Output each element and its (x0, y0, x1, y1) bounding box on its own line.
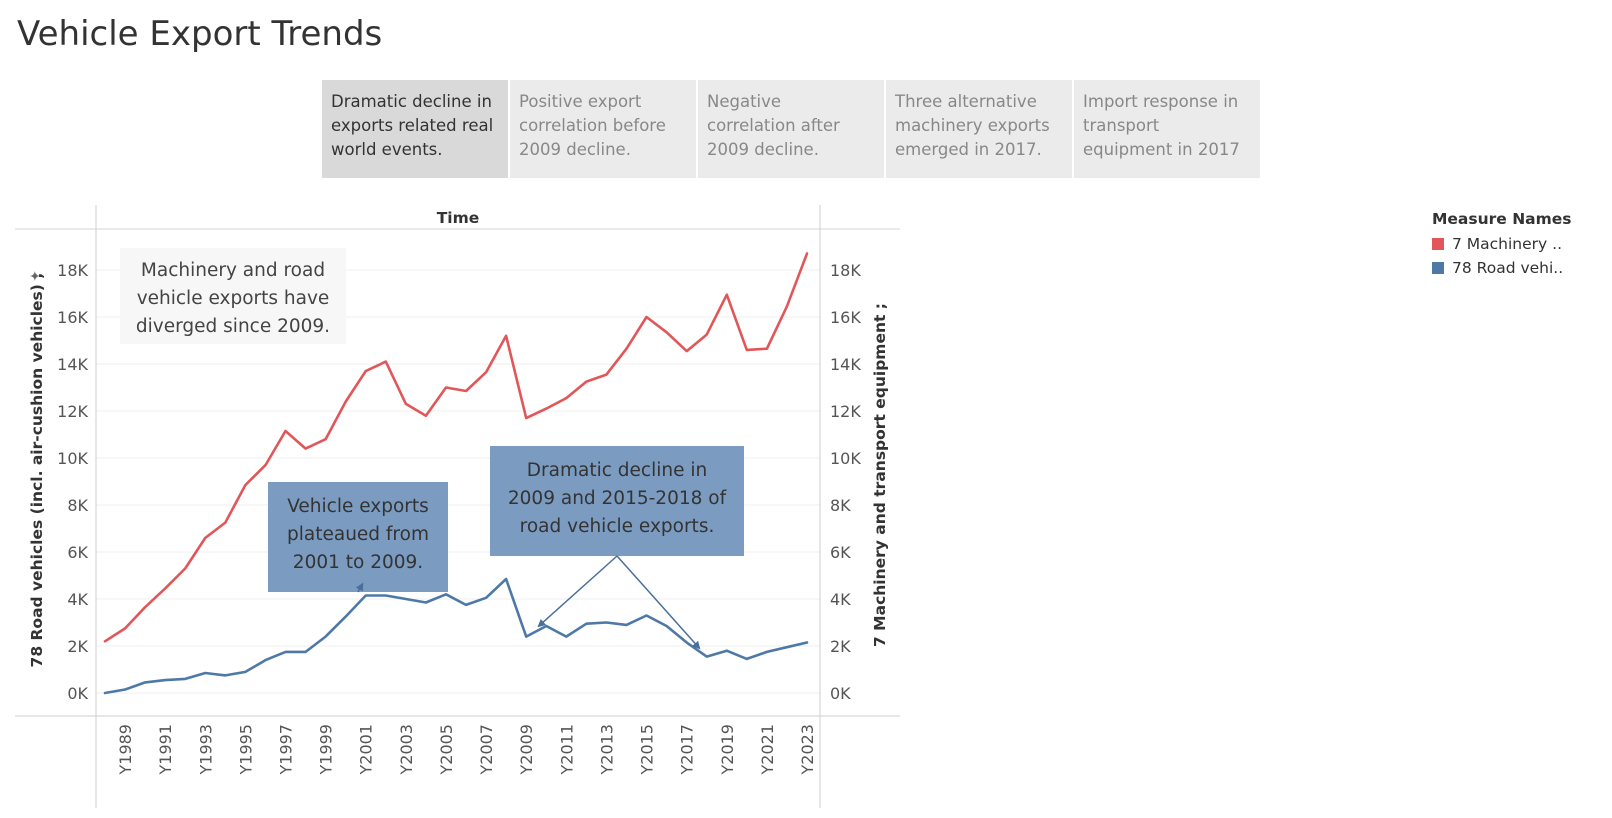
story-point-5[interactable]: Import response in transport equipment i… (1074, 80, 1260, 178)
x-tick-label: Y2009 (517, 724, 536, 776)
legend-item-road-vehicles[interactable]: 78 Road vehi.. (1432, 256, 1572, 280)
y-tick-label-left: 4K (67, 590, 88, 609)
y-axis-title-left: 78 Road vehicles (incl. air-cushion vehi… (28, 273, 46, 668)
legend-title: Measure Names (1432, 210, 1572, 228)
story-point-2-line-2: correlation before (519, 116, 666, 135)
legend-item-machinery[interactable]: 7 Machinery .. (1432, 232, 1572, 256)
annotation-divergence-text: Machinery and road (141, 260, 325, 281)
story-point-3-line-2: correlation after (707, 116, 840, 135)
y-tick-label-left: 0K (67, 684, 88, 703)
legend: Measure Names 7 Machinery .. 78 Road veh… (1432, 210, 1572, 280)
story-point-4-line-2: machinery exports (895, 116, 1050, 135)
story-point-5-line-1: Import response in (1083, 92, 1239, 111)
y-axis-title-right: 7 Machinery and transport equipment ; (871, 303, 889, 647)
y-tick-label-left: 6K (67, 543, 88, 562)
chart-title: Time (437, 209, 480, 227)
y-tick-label-right: 14K (830, 355, 861, 374)
x-tick-label: Y2013 (597, 724, 616, 776)
series-line-machinery (103, 252, 809, 643)
y-tick-label-left: 10K (57, 449, 88, 468)
series-line-road-vehicles (103, 577, 809, 695)
x-tick-label: Y1997 (277, 724, 296, 776)
story-point-2[interactable]: Positive export correlation before 2009 … (510, 80, 696, 178)
story-point-1-line-2: exports related real (331, 116, 494, 135)
x-tick-label: Y2015 (638, 724, 657, 776)
story-point-5-line-3: equipment in 2017 (1083, 140, 1240, 159)
annotation-decline-text: road vehicle exports. (520, 516, 715, 537)
annotation-pointer-plateau (355, 582, 364, 593)
y-tick-label-right: 4K (830, 590, 851, 609)
y-tick-label-right: 18K (830, 261, 861, 280)
legend-swatch-machinery (1432, 238, 1444, 250)
y-tick-label-left: 16K (57, 308, 88, 327)
x-tick-label: Y2019 (718, 724, 737, 776)
story-point-5-line-2: transport (1083, 116, 1160, 135)
y-tick-label-left: 18K (57, 261, 88, 280)
y-tick-label-right: 16K (830, 308, 861, 327)
story-point-3-line-1: Negative (707, 92, 782, 111)
x-tick-label: Y1999 (317, 724, 336, 776)
y-tick-label-left: 14K (57, 355, 88, 374)
y-tick-label-right: 10K (830, 449, 861, 468)
story-point-2-line-3: 2009 decline. (519, 140, 631, 159)
legend-label-machinery: 7 Machinery .. (1452, 235, 1562, 253)
annotation-plateau-text: 2001 to 2009. (293, 552, 423, 573)
x-tick-label: Y2011 (557, 724, 576, 776)
x-tick-label: Y1991 (156, 724, 175, 776)
x-tick-label: Y1995 (236, 724, 255, 776)
y-tick-label-right: 2K (830, 637, 851, 656)
story-point-1[interactable]: Dramatic decline in exports related real… (322, 80, 508, 178)
legend-swatch-road-vehicles (1432, 262, 1444, 274)
x-tick-label: Y2017 (678, 724, 697, 776)
annotation-pointer-decline-2009 (537, 555, 618, 628)
x-tick-label: Y2007 (477, 724, 496, 776)
x-tick-label: Y2023 (798, 724, 817, 776)
x-tick-label: Y2001 (357, 724, 376, 776)
annotation-divergence-text: diverged since 2009. (136, 316, 330, 337)
annotation-plateau-text: Vehicle exports (287, 496, 429, 517)
story-point-1-line-3: world events. (331, 140, 443, 159)
story-point-4-line-3: emerged in 2017. (895, 140, 1042, 159)
y-tick-label-right: 6K (830, 543, 851, 562)
annotation-pointer-decline-2018 (616, 555, 701, 650)
legend-label-road-vehicles: 78 Road vehi.. (1452, 259, 1564, 277)
page-title: Vehicle Export Trends (17, 14, 383, 54)
y-tick-label-left: 2K (67, 637, 88, 656)
annotation-divergence-box (120, 248, 346, 344)
y-tick-label-right: 12K (830, 402, 861, 421)
y-tick-label-left: 8K (67, 496, 88, 515)
story-point-3[interactable]: Negative correlation after 2009 decline. (698, 80, 884, 178)
story-point-4[interactable]: Three alternative machinery exports emer… (886, 80, 1072, 178)
x-tick-label: Y2003 (397, 724, 416, 776)
story-point-2-line-1: Positive export (519, 92, 642, 111)
y-tick-label-left: 12K (57, 402, 88, 421)
x-tick-label: Y1993 (196, 724, 215, 776)
story-point-1-line-1: Dramatic decline in (331, 92, 492, 111)
y-tick-label-right: 0K (830, 684, 851, 703)
x-tick-label: Y2005 (437, 724, 456, 776)
annotation-plateau-box (268, 482, 448, 592)
story-point-3-line-3: 2009 decline. (707, 140, 819, 159)
story-point-4-line-1: Three alternative (895, 92, 1037, 111)
pin-icon: ✦ (28, 270, 44, 282)
annotation-decline-text: Dramatic decline in (527, 460, 707, 481)
annotation-decline-text: 2009 and 2015-2018 of (508, 488, 727, 509)
annotation-divergence-text: vehicle exports have (137, 288, 330, 309)
annotation-decline-box (490, 446, 744, 556)
x-tick-label: Y1989 (116, 724, 135, 776)
y-tick-label-right: 8K (830, 496, 851, 515)
story-tabs: Dramatic decline in exports related real… (322, 80, 1260, 178)
x-tick-label: Y2021 (758, 724, 777, 776)
annotation-plateau-text: plateaued from (287, 524, 429, 545)
